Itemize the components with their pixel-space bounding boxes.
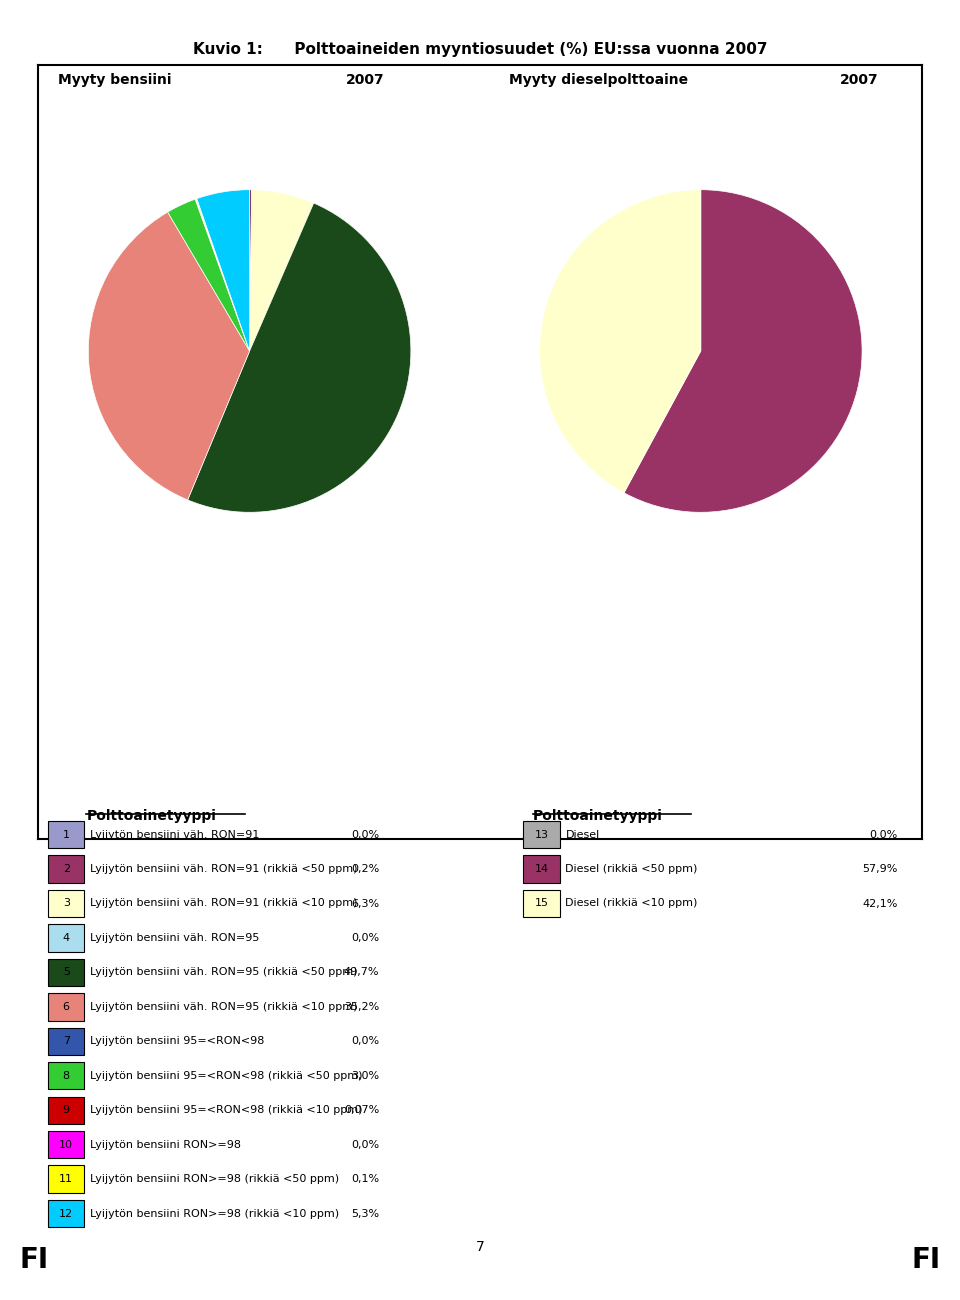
Text: 57,9%: 57,9% (862, 864, 898, 874)
Text: Polttoainetyyppi: Polttoainetyyppi (533, 809, 662, 823)
Text: 0,07%: 0,07% (344, 1105, 379, 1115)
Text: Lyijytön bensiini väh. RON=91: Lyijytön bensiini väh. RON=91 (90, 829, 259, 840)
Wedge shape (197, 190, 250, 351)
Text: 49,7%: 49,7% (344, 967, 379, 978)
Wedge shape (168, 199, 250, 351)
Text: 7: 7 (475, 1240, 485, 1253)
Wedge shape (250, 190, 252, 351)
Wedge shape (195, 199, 250, 351)
Text: 42,1%: 42,1% (862, 898, 898, 909)
Text: 2007: 2007 (346, 73, 384, 87)
Text: 11: 11 (60, 1174, 73, 1184)
Text: 0,0%: 0,0% (351, 829, 379, 840)
Text: Diesel: Diesel (565, 829, 600, 840)
Text: Lyijytön bensiini väh. RON=91 (rikkiä <50 ppm): Lyijytön bensiini väh. RON=91 (rikkiä <5… (90, 864, 358, 874)
Text: Myyty dieselpolttoaine: Myyty dieselpolttoaine (509, 73, 688, 87)
Text: 8: 8 (62, 1071, 70, 1080)
Text: Lyijytön bensiini 95=<RON<98 (rikkiä <50 ppm): Lyijytön bensiini 95=<RON<98 (rikkiä <50… (90, 1071, 363, 1080)
Text: 0,0%: 0,0% (351, 1140, 379, 1149)
Text: 0,0%: 0,0% (351, 1036, 379, 1047)
Text: Lyijytön bensiini RON>=98 (rikkiä <50 ppm): Lyijytön bensiini RON>=98 (rikkiä <50 pp… (90, 1174, 340, 1184)
Text: Lyijytön bensiini RON>=98 (rikkiä <10 ppm): Lyijytön bensiini RON>=98 (rikkiä <10 pp… (90, 1209, 340, 1218)
Text: 15: 15 (535, 898, 548, 909)
Text: 7: 7 (62, 1036, 70, 1047)
Text: Lyijytön bensiini RON>=98: Lyijytön bensiini RON>=98 (90, 1140, 241, 1149)
Text: Lyijytön bensiini 95=<RON<98: Lyijytön bensiini 95=<RON<98 (90, 1036, 265, 1047)
Text: 2: 2 (62, 864, 70, 874)
Text: 4: 4 (62, 933, 70, 942)
Text: 6,3%: 6,3% (351, 898, 379, 909)
Text: 5,3%: 5,3% (351, 1209, 379, 1218)
Text: 5: 5 (62, 967, 70, 978)
Wedge shape (624, 190, 862, 512)
Text: Polttoainetyyppi: Polttoainetyyppi (86, 809, 216, 823)
Wedge shape (540, 190, 701, 493)
Text: 1: 1 (62, 829, 70, 840)
Text: Lyijytön bensiini väh. RON=95 (rikkiä <10 ppm): Lyijytön bensiini väh. RON=95 (rikkiä <1… (90, 1002, 358, 1011)
Text: Diesel (rikkiä <50 ppm): Diesel (rikkiä <50 ppm) (565, 864, 698, 874)
Wedge shape (88, 212, 250, 500)
Text: 10: 10 (60, 1140, 73, 1149)
Text: 0,0%: 0,0% (351, 933, 379, 942)
Text: Diesel (rikkiä <10 ppm): Diesel (rikkiä <10 ppm) (565, 898, 698, 909)
Text: FI: FI (19, 1245, 48, 1274)
Text: 35,2%: 35,2% (344, 1002, 379, 1011)
Text: 2007: 2007 (840, 73, 878, 87)
Wedge shape (196, 199, 250, 351)
Text: 0,1%: 0,1% (351, 1174, 379, 1184)
Text: 3,0%: 3,0% (351, 1071, 379, 1080)
Text: Lyijytön bensiini väh. RON=95: Lyijytön bensiini väh. RON=95 (90, 933, 259, 942)
Text: Lyijytön bensiini väh. RON=95 (rikkiä <50 ppm): Lyijytön bensiini väh. RON=95 (rikkiä <5… (90, 967, 358, 978)
Text: Lyijytön bensiini 95=<RON<98 (rikkiä <10 ppm): Lyijytön bensiini 95=<RON<98 (rikkiä <10… (90, 1105, 363, 1115)
Text: FI: FI (912, 1245, 941, 1274)
Text: 14: 14 (535, 864, 548, 874)
Text: 12: 12 (60, 1209, 73, 1218)
Text: 3: 3 (62, 898, 70, 909)
Text: 13: 13 (535, 829, 548, 840)
Wedge shape (250, 190, 314, 351)
Text: 0.0%: 0.0% (870, 829, 898, 840)
Wedge shape (187, 203, 411, 512)
Text: 6: 6 (62, 1002, 70, 1011)
Text: Kuvio 1:      Polttoaineiden myyntiosuudet (%) EU:ssa vuonna 2007: Kuvio 1: Polttoaineiden myyntiosuudet (%… (193, 42, 767, 57)
Text: Myyty bensiini: Myyty bensiini (58, 73, 171, 87)
Text: 9: 9 (62, 1105, 70, 1115)
Text: Lyijytön bensiini väh. RON=91 (rikkiä <10 ppm): Lyijytön bensiini väh. RON=91 (rikkiä <1… (90, 898, 358, 909)
Text: 0,2%: 0,2% (351, 864, 379, 874)
